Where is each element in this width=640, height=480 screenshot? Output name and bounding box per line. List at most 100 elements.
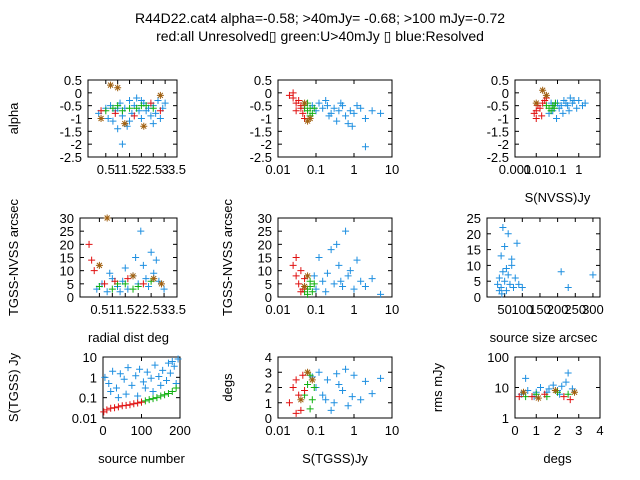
x-tick-label: 150 <box>529 302 551 317</box>
y-tick-label: -1.5 <box>60 124 82 139</box>
y-tick-label: 15 <box>467 243 481 258</box>
data-point <box>357 277 365 285</box>
y-tick-label: 1 <box>265 396 272 411</box>
data-point <box>361 282 369 290</box>
x-axis-label: source number <box>98 451 185 466</box>
data-point <box>139 280 147 288</box>
data-point <box>315 99 323 107</box>
x-tick-label: 200 <box>169 423 191 438</box>
data-point <box>301 99 309 107</box>
x-tick-label: 3.5 <box>168 162 186 177</box>
data-point <box>134 392 142 400</box>
data-point <box>151 361 159 369</box>
data-point <box>509 284 517 292</box>
y-tick-label: 0 <box>75 86 82 101</box>
x-tick-label: 3 <box>162 162 169 177</box>
data-point <box>297 267 305 275</box>
data-point <box>292 409 300 417</box>
x-tick-label: 1 <box>533 423 540 438</box>
y-tick-label: 0 <box>265 290 272 305</box>
data-point <box>515 393 523 401</box>
data-point <box>323 102 331 110</box>
data-point <box>101 280 109 288</box>
data-point <box>348 393 356 401</box>
data-point <box>564 369 572 377</box>
data-point <box>581 99 589 107</box>
data-point <box>549 381 557 389</box>
y-tick-label: 4 <box>265 350 272 365</box>
data-point <box>504 271 512 279</box>
data-point <box>350 371 358 379</box>
data-point <box>156 115 164 122</box>
data-point <box>105 379 113 387</box>
data-point <box>130 112 138 120</box>
data-point <box>289 94 297 102</box>
data-point <box>573 104 581 112</box>
y-tick-label: 20 <box>467 227 481 242</box>
data-point <box>103 288 111 296</box>
data-point <box>506 280 514 288</box>
data-point <box>107 388 115 396</box>
data-point <box>164 390 172 398</box>
data-point <box>518 284 526 292</box>
x-tick-label: 0 <box>511 423 518 438</box>
x-tick-label: 10 <box>385 162 399 177</box>
data-point <box>539 86 547 94</box>
data-point <box>346 107 354 115</box>
data-point <box>532 115 540 122</box>
data-point <box>377 109 385 117</box>
data-point <box>109 117 117 125</box>
x-tick-label: 0.1 <box>307 423 325 438</box>
x-tick-label: 0 <box>99 423 106 438</box>
data-point <box>310 280 318 288</box>
data-point <box>139 261 147 269</box>
x-tick-label: 4 <box>596 423 603 438</box>
data-point <box>157 392 165 400</box>
data-point <box>129 285 137 293</box>
data-point <box>95 261 103 269</box>
data-point <box>344 272 352 280</box>
data-point <box>522 374 530 382</box>
data-point <box>132 372 140 380</box>
data-point <box>498 290 506 298</box>
x-axis-label: S(NVSS)Jy <box>525 190 591 205</box>
x-axis-label: degs <box>543 451 572 466</box>
y-tick-label: 0 <box>265 86 272 101</box>
series-brown <box>297 368 316 404</box>
y-tick-label: -1.5 <box>250 124 272 139</box>
data-point <box>126 104 134 112</box>
data-point <box>285 91 293 99</box>
x-tick-label: 0.1 <box>307 302 325 317</box>
data-point <box>504 230 512 238</box>
data-point <box>138 398 145 406</box>
data-point <box>292 376 300 384</box>
data-point <box>571 388 578 396</box>
data-point <box>350 109 358 117</box>
data-point <box>168 388 176 396</box>
y-tick-label: 30 <box>258 211 272 226</box>
x-tick-label: 2.5 <box>142 302 160 317</box>
data-point <box>330 104 338 112</box>
y-tick-label: 5 <box>474 274 481 289</box>
data-point <box>306 115 314 122</box>
data-point <box>312 285 320 293</box>
y-tick-label: 0.01 <box>72 411 97 426</box>
y-tick-label: 3 <box>265 365 272 380</box>
data-point <box>289 384 297 391</box>
data-point <box>348 122 356 130</box>
chart-title-line2: red:all Unresolved▯ green:U>40mJy ▯ blue… <box>156 28 484 44</box>
data-point <box>335 380 343 388</box>
y-tick-label: 2 <box>265 381 272 396</box>
data-point <box>111 109 119 117</box>
x-tick-label: 250 <box>564 302 586 317</box>
y-tick-label: 0 <box>474 290 481 305</box>
y-tick-label: 10 <box>258 264 272 279</box>
data-point <box>152 109 160 117</box>
data-point <box>289 261 297 269</box>
data-point <box>147 248 155 256</box>
